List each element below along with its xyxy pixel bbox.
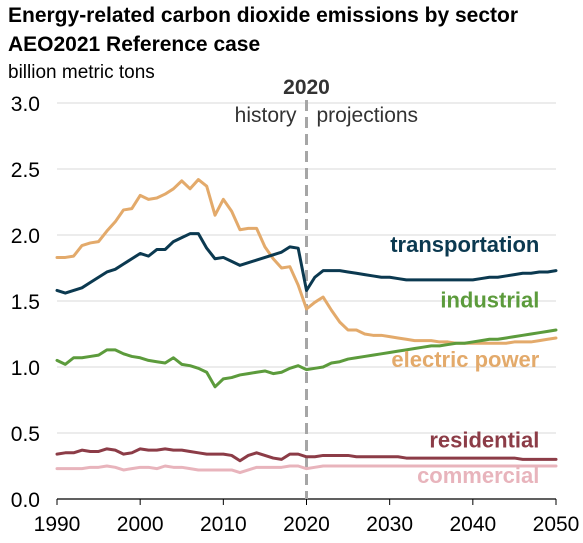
history-projection-divider: 2020 history projections xyxy=(235,76,418,499)
series-lines xyxy=(55,178,558,475)
y-tick-label: 0.0 xyxy=(11,489,40,512)
series-line-commercial xyxy=(55,464,558,475)
y-axis-unit-label: billion metric tons xyxy=(8,62,155,83)
chart-title: Energy-related carbon dioxide emissions … xyxy=(8,4,518,27)
x-tick-label: 2020 xyxy=(283,513,330,536)
y-tick-label: 3.0 xyxy=(11,93,40,116)
series-label-electric-power: electric power xyxy=(391,347,539,372)
x-tick-label: 2040 xyxy=(449,513,496,536)
series-label-industrial: industrial xyxy=(440,288,539,313)
x-tick-label: 2010 xyxy=(200,513,247,536)
x-tick-label: 2050 xyxy=(533,513,580,536)
y-tick-label: 2.5 xyxy=(11,159,40,182)
y-tick-label: 1.5 xyxy=(11,291,40,314)
divider-year-label: 2020 xyxy=(283,76,330,99)
projections-label: projections xyxy=(317,104,419,127)
series-label-transportation: transportation xyxy=(390,232,539,257)
series-line-transportation xyxy=(55,232,558,295)
series-line-residential xyxy=(55,447,558,463)
y-tick-label: 0.5 xyxy=(11,423,40,446)
y-tick-labels: 0.0 0.5 1.0 1.5 2.0 2.5 3.0 xyxy=(11,93,40,512)
series-line-industrial xyxy=(55,328,558,389)
x-tick-label: 2000 xyxy=(117,513,164,536)
x-tick-label: 2030 xyxy=(366,513,413,536)
chart-subtitle: AEO2021 Reference case xyxy=(8,33,261,56)
history-label: history xyxy=(235,104,297,127)
series-labels: transportation industrial electric power re… xyxy=(390,232,540,488)
y-tick-label: 2.0 xyxy=(11,225,40,248)
x-tick-labels: 1990 2000 2010 2020 2030 2040 2050 xyxy=(34,499,580,536)
series-label-residential: residential xyxy=(429,428,539,453)
x-tick-label: 1990 xyxy=(34,513,81,536)
series-label-commercial: commercial xyxy=(417,463,539,488)
y-tick-label: 1.0 xyxy=(11,357,40,380)
